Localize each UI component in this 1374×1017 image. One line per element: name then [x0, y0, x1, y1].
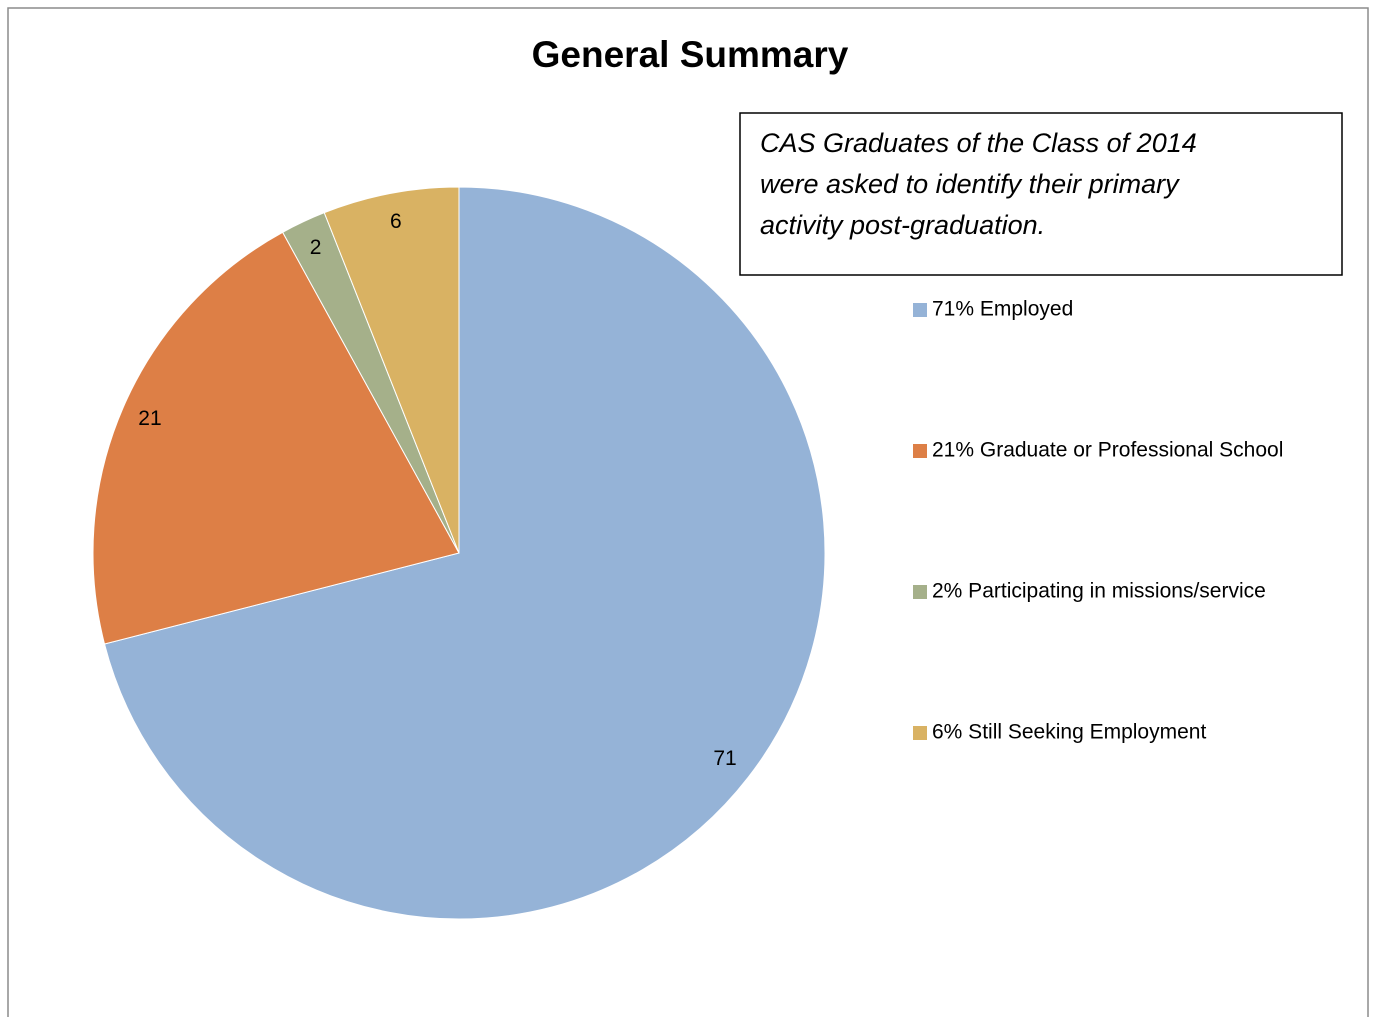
chart-title: General Summary [532, 34, 849, 75]
legend-label: 6% Still Seeking Employment [932, 721, 1206, 744]
pie-slice [92, 231, 460, 645]
legend-swatch [913, 585, 927, 599]
pie-slice [103, 186, 826, 920]
annotation-line: activity post-graduation. [760, 210, 1045, 240]
data-label: 2 [310, 236, 322, 259]
annotation-line: were asked to identify their primary [760, 169, 1180, 199]
data-label: 71 [713, 747, 736, 770]
data-label: 6 [390, 210, 402, 233]
legend-label: 2% Participating in missions/service [932, 580, 1266, 603]
data-label: 21 [138, 407, 161, 430]
legend-label: 21% Graduate or Professional School [932, 439, 1283, 462]
legend-swatch [913, 303, 927, 317]
annotation-line: CAS Graduates of the Class of 2014 [760, 128, 1197, 158]
annotation-box [739, 112, 1343, 276]
legend-label: 71% Employed [932, 298, 1073, 321]
legend-swatch [913, 726, 927, 740]
legend-swatch [913, 444, 927, 458]
pie-slice [323, 186, 460, 554]
